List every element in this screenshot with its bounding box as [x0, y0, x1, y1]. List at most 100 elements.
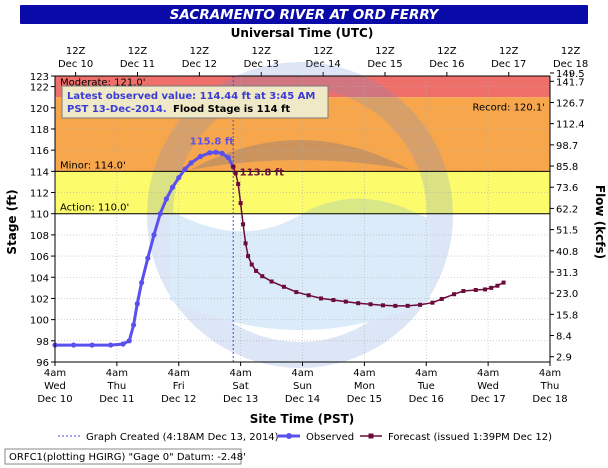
bottom-tick-time: 4am [477, 368, 499, 379]
observed-point [89, 342, 95, 348]
forecast-point [501, 280, 506, 285]
forecast-point [319, 296, 324, 301]
forecast-point [306, 293, 311, 298]
observed-point [139, 279, 145, 286]
forecast-point [430, 300, 435, 305]
legend-created-label: Graph Created (4:18AM Dec 13, 2014) [86, 432, 279, 443]
footer-datum: ORFC1(plotting HGIRG) "Gage 0" Datum: -2… [9, 452, 246, 463]
legend-observed-label: Observed [306, 432, 354, 443]
observed-point [213, 149, 219, 155]
bottom-tick-time: 4am [44, 368, 66, 379]
right-tick-label: 149.5 [556, 69, 585, 80]
right-tick-label: 62.2 [556, 204, 578, 215]
forecast-point [269, 279, 274, 284]
observed-point [126, 338, 132, 344]
latest-observation-box: Latest observed value: 114.44 ft at 3:45… [61, 85, 329, 119]
right-tick-label: 23.0 [556, 289, 578, 300]
band-label-action: Action: 110.0' [60, 203, 129, 214]
bottom-tick-time: 4am [106, 368, 128, 379]
forecast-point [343, 299, 348, 304]
bottom-tick-date: Dec 17 [470, 394, 505, 405]
bottom-tick-day: Sun [293, 381, 312, 392]
left-axis-ticks: 96 98 100 102 104 106 108 110 112 114 116 118 120 122… [30, 72, 55, 369]
y-axis-label-left: Stage (ft) [5, 189, 19, 254]
left-tick-label: 100 [30, 316, 49, 327]
bottom-tick-day: Wed [477, 381, 499, 392]
top-tick-hour: 12Z [499, 46, 519, 57]
top-tick-hour: 12Z [66, 46, 86, 57]
observed-point [176, 175, 182, 181]
left-tick-label: 123 [30, 72, 49, 83]
observed-point [169, 184, 176, 190]
record-label: Record: 120.1' [473, 103, 545, 114]
forecast-point [380, 303, 385, 308]
info-flood-stage: Flood Stage is 114 ft [173, 104, 290, 115]
top-tick-date: Dec 18 [553, 59, 588, 70]
right-axis-ticks: 2.9 8.4 15.8 23.0 31.3 40.8 51.5 62.2 73.6 85.8 98… [550, 69, 585, 364]
bottom-tick-date: Dec 14 [285, 394, 320, 405]
top-tick-hour: 12Z [375, 46, 395, 57]
bottom-tick-day: Thu [540, 381, 560, 392]
forecast-point [281, 284, 286, 289]
top-tick-hour: 12Z [561, 46, 581, 57]
left-tick-label: 108 [30, 231, 49, 242]
forecast-point [405, 303, 410, 308]
observed-point [151, 232, 157, 238]
forecast-point [294, 290, 299, 295]
right-tick-label: 85.8 [556, 162, 578, 173]
x-axis-label: Site Time (PST) [250, 412, 355, 426]
left-tick-label: 114 [30, 167, 49, 178]
bottom-tick-date: Dec 15 [347, 394, 382, 405]
left-tick-label: 104 [30, 273, 49, 284]
forecast-point [439, 296, 444, 301]
right-tick-label: 73.6 [556, 183, 578, 194]
forecast-point [356, 301, 361, 306]
observed-point [207, 150, 213, 156]
bottom-tick-day: Tue [417, 381, 435, 392]
forecast-point [241, 222, 246, 227]
top-tick-hour: 12Z [313, 46, 333, 57]
right-tick-label: 8.4 [556, 332, 572, 343]
forecast-point [233, 171, 238, 176]
forecast-point [483, 287, 488, 292]
right-tick-label: 15.8 [556, 310, 578, 321]
top-tick-date: Dec 13 [244, 59, 279, 70]
bottom-tick-time: 4am [168, 368, 190, 379]
left-tick-label: 122 [30, 83, 49, 94]
bottom-tick-day: Thu [106, 381, 126, 392]
top-tick-date: Dec 10 [58, 59, 93, 70]
top-axis-label: Universal Time (UTC) [231, 26, 374, 40]
observed-point [70, 342, 77, 348]
left-tick-label: 112 [30, 189, 49, 200]
legend-forecast-label: Forecast (issued 1:39PM Dec 12) [388, 432, 552, 443]
right-tick-label: 40.8 [556, 247, 578, 258]
left-tick-label: 96 [36, 358, 49, 369]
info-box-frame [61, 85, 329, 119]
band-label-minor: Minor: 114.0' [60, 160, 126, 171]
left-tick-label: 118 [30, 125, 49, 136]
bottom-tick-day: Sat [232, 381, 248, 392]
right-tick-label: 112.4 [556, 120, 585, 131]
observed-point [120, 341, 126, 347]
top-tick-hour: 12Z [128, 46, 148, 57]
y-axis-label-right: Flow (kcfs) [593, 185, 607, 259]
right-tick-label: 31.3 [556, 268, 578, 279]
forecast-point [489, 285, 494, 290]
bottom-tick-time: 4am [291, 368, 313, 379]
watermark-wave [170, 198, 430, 330]
right-tick-label: 2.9 [556, 353, 572, 364]
forecast-point [393, 303, 398, 308]
legend-forecast-marker [368, 433, 374, 439]
top-tick-date: Dec 15 [367, 59, 402, 70]
bottom-tick-time: 4am [539, 368, 561, 379]
bottom-tick-date: Dec 16 [409, 394, 444, 405]
right-tick-label: 141.7 [556, 77, 585, 88]
observed-point [157, 211, 163, 217]
bottom-tick-date: Dec 12 [161, 394, 196, 405]
observed-point [188, 160, 194, 166]
bottom-tick-date: Dec 13 [223, 394, 258, 405]
bottom-tick-date: Dec 18 [532, 394, 567, 405]
top-tick-date: Dec 17 [491, 59, 526, 70]
band-labels: Moderate: 121.0' Minor: 114.0' Action: 110… [60, 77, 545, 213]
title-bar [20, 5, 588, 24]
